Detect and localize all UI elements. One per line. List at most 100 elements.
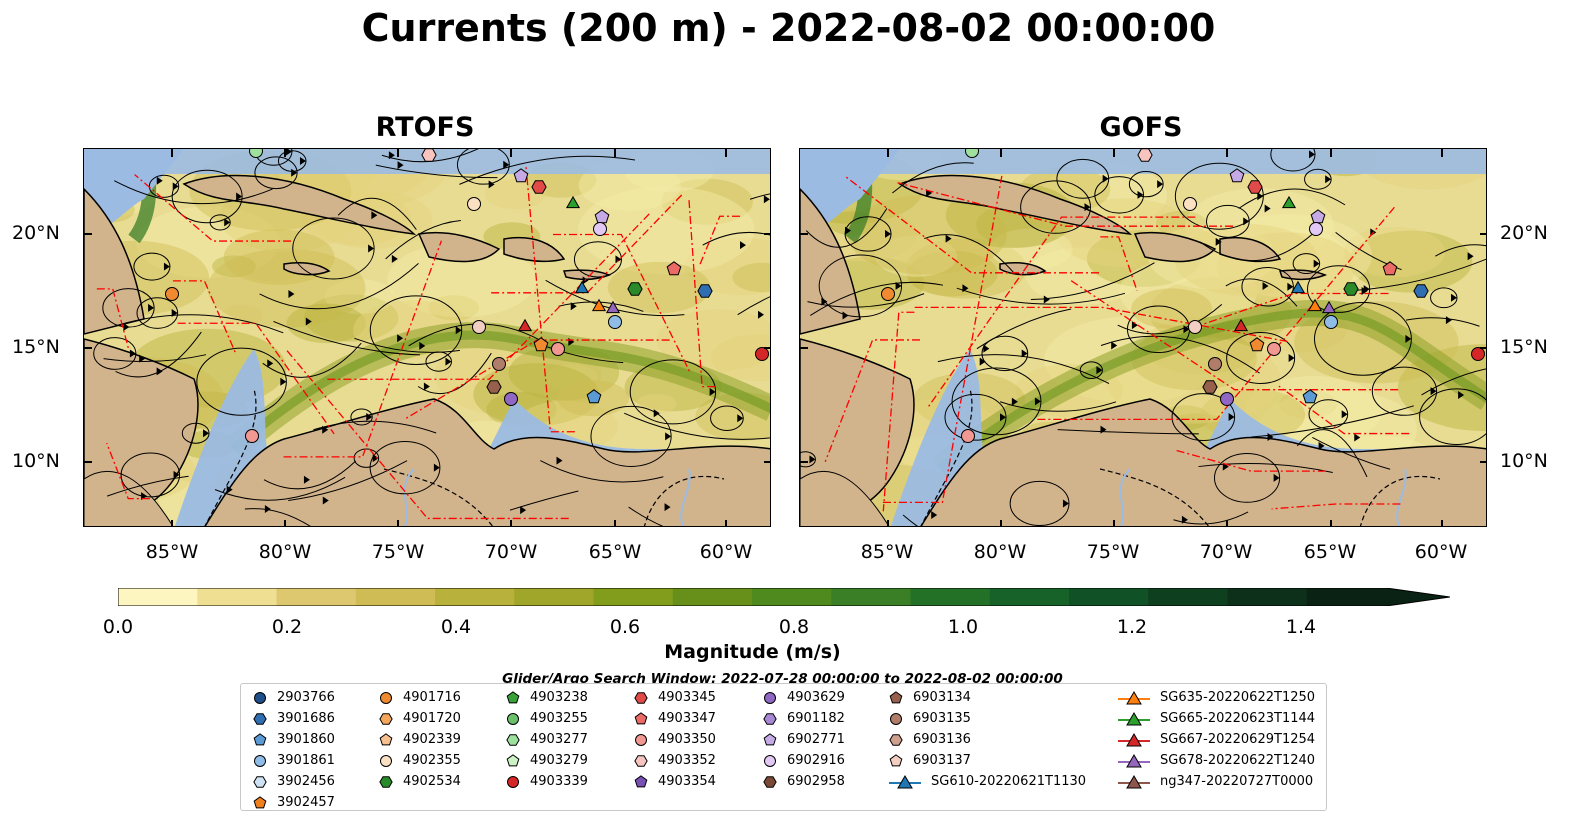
legend-item: 4903354: [634, 771, 716, 792]
legend-hexagon-icon: [253, 775, 267, 788]
colorbar-tick: 0.6: [609, 616, 641, 638]
lat-label-10n-left: 10°N: [12, 450, 60, 472]
map-panel-gofs[interactable]: [799, 148, 1487, 527]
legend-item: 6903136: [889, 729, 971, 750]
colorbar-tick: 1.4: [1285, 616, 1317, 638]
legend-pentagon-icon: [253, 795, 267, 808]
legend-pentagon-icon: [889, 690, 903, 703]
legend-item: 4903629: [763, 687, 845, 708]
legend-item: 3902456: [253, 771, 335, 792]
legend-pentagon-icon: [506, 753, 520, 766]
lon-label-70w-gofs: 70°W: [1199, 541, 1253, 563]
legend-hexagon-icon: [634, 691, 648, 704]
legend-circle-icon: [507, 712, 519, 725]
legend-label: SG610-20220621T1130: [931, 774, 1087, 789]
legend-label: 4903629: [787, 690, 845, 705]
legend-label: 4903345: [658, 690, 716, 705]
legend-item: 4903350: [634, 729, 716, 750]
legend-label: SG665-20220623T1144: [1160, 711, 1316, 726]
legend-pentagon-icon: [379, 732, 393, 745]
legend-label: 4903238: [530, 690, 588, 705]
legend-pentagon-icon: [889, 753, 903, 766]
legend-circle-icon: [635, 733, 647, 746]
legend-label: 4902339: [403, 732, 461, 747]
legend-label: 4903255: [530, 711, 588, 726]
page-title: Currents (200 m) - 2022-08-02 00:00:00: [361, 6, 1216, 50]
legend-triangle-icon: [1118, 711, 1150, 725]
legend-label: ng347-20220727T0000: [1160, 774, 1314, 789]
legend-label: 6903134: [913, 690, 971, 705]
lon-label-70w-rtofs: 70°W: [484, 541, 538, 563]
legend-label: 4903354: [658, 774, 716, 789]
lon-label-80w-gofs: 80°W: [973, 541, 1027, 563]
legend-label: SG678-20220622T1240: [1160, 753, 1316, 768]
legend-pentagon-icon: [253, 732, 267, 745]
legend-label: 4902534: [403, 774, 461, 789]
legend-item: 6902771: [763, 729, 845, 750]
legend-hexagon-icon: [379, 712, 393, 725]
lon-label-85w-gofs: 85°W: [860, 541, 914, 563]
legend-circle-icon: [254, 754, 266, 767]
legend-circle-icon: [254, 691, 266, 704]
legend-triangle-icon: [889, 774, 921, 788]
lat-label-20n-right: 20°N: [1500, 222, 1548, 244]
legend-item: 4903255: [506, 708, 588, 729]
legend-item: SG667-20220629T1254: [1118, 729, 1315, 750]
legend-circle-icon: [890, 712, 902, 725]
colorbar-label: Magnitude (m/s): [664, 641, 841, 663]
legend-pentagon-icon: [506, 690, 520, 703]
legend-pentagon-icon: [763, 732, 777, 745]
lat-label-20n-left: 20°N: [12, 222, 60, 244]
legend-item: 6903135: [889, 708, 971, 729]
legend-item: 4903352: [634, 750, 716, 771]
legend-item: 6902958: [763, 771, 845, 792]
legend-label: 4902355: [403, 753, 461, 768]
lon-label-75w-rtofs: 75°W: [371, 541, 425, 563]
legend-item: 4901720: [379, 708, 461, 729]
legend-item: 6903134: [889, 687, 971, 708]
legend-item: 3902457: [253, 792, 335, 813]
legend-item: 2903766: [253, 687, 335, 708]
map-canvas-gofs: [800, 149, 1486, 526]
map-panel-rtofs[interactable]: [83, 148, 771, 527]
legend-pentagon-icon: [634, 774, 648, 787]
legend-item: 3901861: [253, 750, 335, 771]
legend: 2903766 3901686 3901860 3901861 3902456 39024…: [240, 683, 1327, 811]
panel-title-rtofs: RTOFS: [375, 112, 475, 143]
map-canvas-rtofs: [84, 149, 770, 526]
legend-label: SG667-20220629T1254: [1160, 732, 1316, 747]
legend-item: 4901716: [379, 687, 461, 708]
legend-item: 4903279: [506, 750, 588, 771]
legend-label: 2903766: [277, 690, 335, 705]
legend-hexagon-icon: [253, 712, 267, 725]
legend-triangle-icon: [1118, 732, 1150, 746]
lat-label-15n-right: 15°N: [1500, 336, 1548, 358]
legend-item: 4902534: [379, 771, 461, 792]
legend-hexagon-icon: [634, 754, 648, 767]
legend-hexagon-icon: [379, 775, 393, 788]
legend-label: 4903339: [530, 774, 588, 789]
legend-item: 6903137: [889, 750, 971, 771]
legend-label: 6902916: [787, 753, 845, 768]
lon-label-65w-rtofs: 65°W: [588, 541, 642, 563]
legend-triangle-icon: [1118, 690, 1150, 704]
legend-hexagon-icon: [506, 733, 520, 746]
legend-item: 6901182: [763, 708, 845, 729]
legend-pentagon-icon: [634, 711, 648, 724]
legend-label: 3901860: [277, 732, 335, 747]
legend-item: 3901860: [253, 729, 335, 750]
colorbar-tick: 0.2: [271, 616, 303, 638]
legend-label: 3901686: [277, 711, 335, 726]
lon-label-60w-gofs: 60°W: [1414, 541, 1468, 563]
lon-label-60w-rtofs: 60°W: [699, 541, 753, 563]
legend-circle-icon: [380, 754, 392, 767]
legend-circle-icon: [380, 691, 392, 704]
legend-label: 4903350: [658, 732, 716, 747]
legend-item: SG665-20220623T1144: [1118, 708, 1315, 729]
legend-item: 4903345: [634, 687, 716, 708]
colorbar-tick: 1.0: [947, 616, 979, 638]
lon-label-85w-rtofs: 85°W: [145, 541, 199, 563]
legend-hexagon-icon: [763, 775, 777, 788]
legend-item: SG635-20220622T1250: [1118, 687, 1315, 708]
legend-triangle-icon: [1118, 774, 1150, 788]
